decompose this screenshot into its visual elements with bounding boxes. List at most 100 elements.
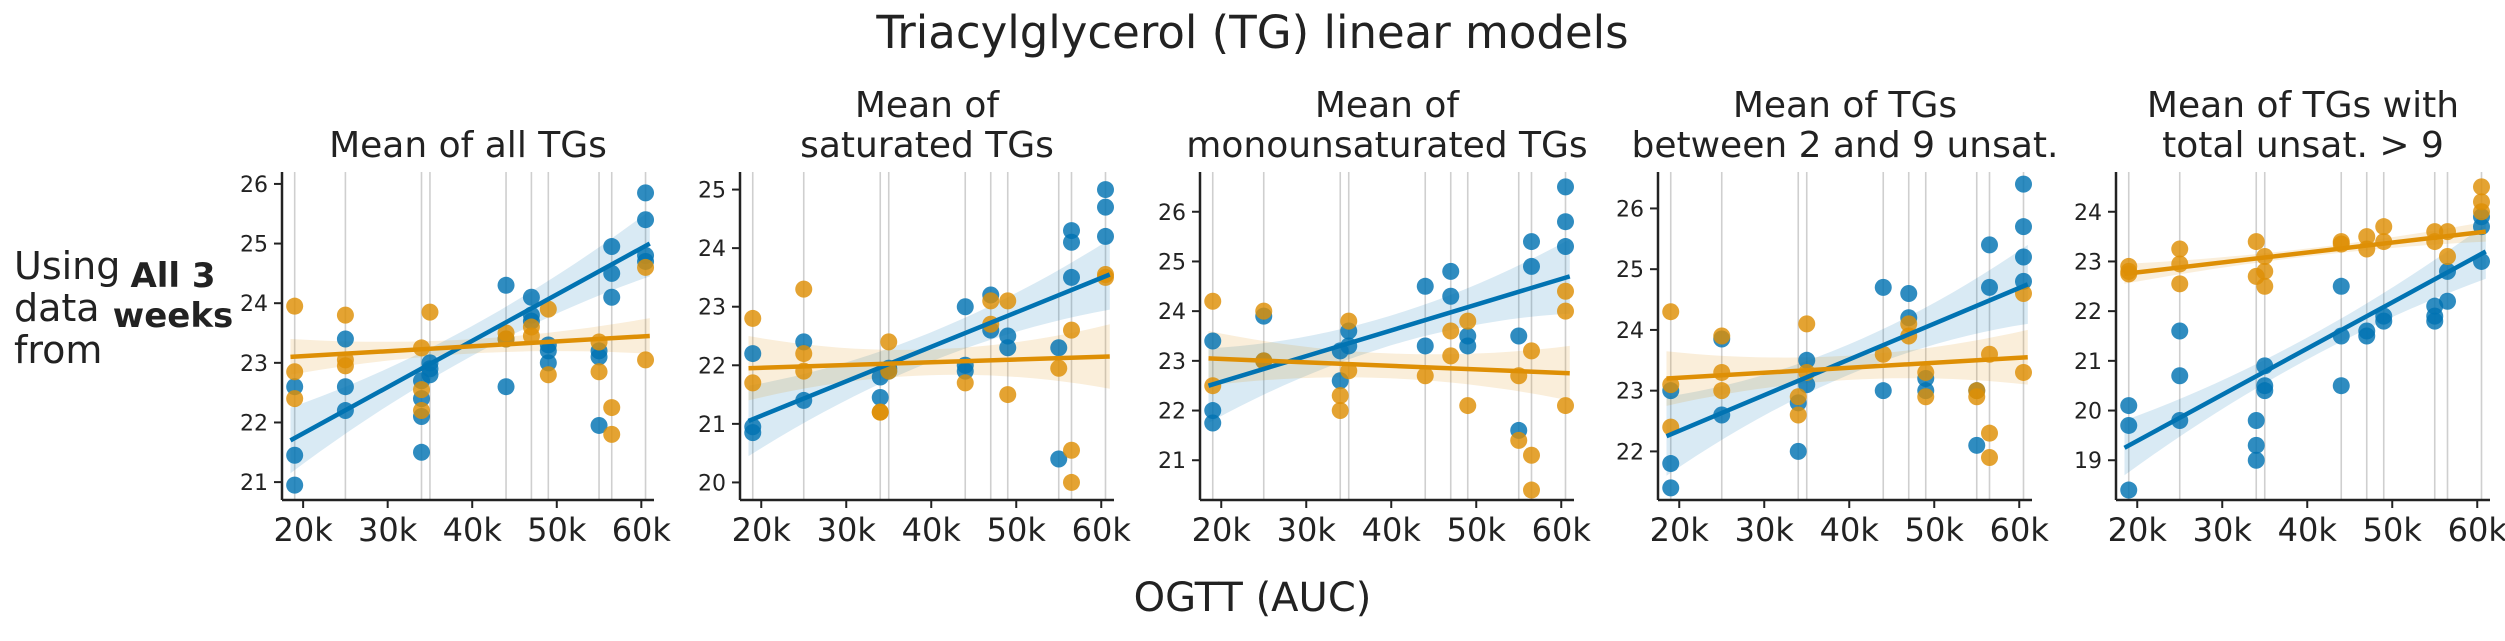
- orange-data-point: [1204, 292, 1222, 310]
- y-tick-label: 23: [698, 296, 726, 321]
- panel-title: Mean of TGs: [1733, 85, 1957, 126]
- row-label-line: from: [14, 328, 103, 372]
- blue-data-point: [871, 389, 889, 406]
- orange-data-point: [744, 309, 762, 327]
- blue-data-point: [2247, 436, 2265, 454]
- orange-data-point: [2171, 275, 2189, 293]
- blue-data-point: [1097, 181, 1114, 199]
- panel-title: Mean of TGs with: [2147, 85, 2459, 126]
- blue-regression-line: [747, 272, 1111, 424]
- blue-data-point: [1798, 351, 1816, 369]
- blue-data-point: [2247, 451, 2265, 469]
- orange-data-point: [1874, 345, 1892, 363]
- blue-data-point: [2015, 218, 2032, 236]
- orange-data-point: [1442, 347, 1460, 365]
- blue-data-point: [1874, 278, 1892, 296]
- blue-data-point: [603, 288, 621, 306]
- blue-regression-line: [1207, 274, 1571, 388]
- blue-data-point: [336, 330, 354, 348]
- orange-data-point: [999, 292, 1017, 310]
- orange-data-point: [1416, 367, 1434, 385]
- x-tick-label: 60k: [1990, 511, 2050, 549]
- y-tick-label: 24: [1158, 300, 1186, 325]
- panel-title: Mean of all TGs: [329, 125, 607, 166]
- orange-data-point: [1662, 376, 1680, 394]
- orange-regression-line: [1208, 356, 1570, 376]
- blue-data-point: [1204, 414, 1222, 432]
- x-tick-label: 60k: [2448, 511, 2505, 549]
- x-tick-label: 30k: [1735, 511, 1795, 549]
- row-label-line: data: [14, 286, 100, 330]
- blue-data-point: [956, 362, 974, 380]
- y-tick-label: 25: [698, 179, 726, 204]
- orange-data-point: [2247, 233, 2265, 251]
- y-tick-label: 25: [1158, 250, 1186, 275]
- orange-data-point: [1557, 302, 1574, 320]
- panel-title: Mean of: [1315, 85, 1461, 126]
- orange-data-point: [1968, 388, 1986, 406]
- panel-title: monounsaturated TGs: [1186, 125, 1587, 166]
- x-tick-label: 50k: [527, 511, 587, 549]
- blue-data-point: [2439, 292, 2456, 310]
- orange-data-point: [539, 300, 557, 318]
- blue-data-point: [603, 238, 621, 256]
- y-tick-label: 23: [1616, 380, 1644, 405]
- x-tick-label: 30k: [817, 511, 877, 549]
- orange-data-point: [2473, 178, 2490, 196]
- y-tick-label: 20: [698, 471, 726, 496]
- orange-data-point: [1713, 363, 1731, 381]
- blue-data-point: [744, 345, 762, 363]
- blue-data-point: [1874, 382, 1892, 400]
- blue-data-point: [497, 276, 515, 294]
- blue-data-point: [2358, 327, 2376, 345]
- blue-data-point: [1050, 339, 1068, 357]
- orange-data-point: [1713, 327, 1731, 345]
- y-tick-label: 22: [2074, 300, 2102, 325]
- blue-data-point: [1063, 222, 1080, 240]
- x-tick-label: 40k: [2278, 511, 2338, 549]
- blue-data-point: [1981, 236, 1998, 254]
- orange-data-point: [1917, 363, 1935, 381]
- orange-data-point: [421, 303, 439, 321]
- blue-data-point: [1204, 332, 1222, 350]
- blue-data-point: [1981, 278, 1998, 296]
- orange-data-point: [1331, 387, 1349, 405]
- orange-data-point: [1789, 388, 1807, 406]
- orange-data-point: [2256, 277, 2274, 295]
- blue-data-point: [1050, 450, 1068, 468]
- blue-data-point: [2375, 312, 2393, 330]
- orange-regression-line: [290, 333, 650, 360]
- blue-data-point: [2332, 377, 2350, 395]
- orange-data-point: [286, 390, 304, 408]
- y-tick-label: 24: [2074, 201, 2102, 226]
- blue-data-point: [1968, 436, 1986, 454]
- blue-data-point: [590, 416, 608, 434]
- y-tick-label: 25: [1616, 258, 1644, 283]
- blue-data-point: [637, 184, 655, 202]
- orange-data-point: [336, 306, 354, 324]
- x-tick-label: 20k: [1192, 511, 1252, 549]
- y-tick-label: 19: [2074, 449, 2102, 474]
- orange-data-point: [1557, 397, 1574, 415]
- x-tick-label: 40k: [1820, 511, 1880, 549]
- y-tick-label: 24: [698, 237, 726, 262]
- x-tick-label: 50k: [1905, 511, 1965, 549]
- blue-data-point: [637, 211, 655, 229]
- blue-data-point: [539, 354, 557, 372]
- y-tick-label: 23: [2074, 250, 2102, 275]
- row-label-bold: All 3 weeks: [110, 256, 236, 336]
- blue-data-point: [956, 298, 974, 316]
- blue-data-point: [1662, 479, 1680, 497]
- y-tick-label: 21: [1158, 449, 1186, 474]
- orange-data-point: [2256, 262, 2274, 280]
- y-tick-label: 25: [240, 233, 268, 258]
- orange-data-point: [795, 280, 813, 298]
- orange-data-point: [1523, 481, 1540, 499]
- orange-data-point: [1063, 321, 1080, 339]
- y-tick-label: 22: [1616, 440, 1644, 465]
- orange-data-point: [590, 363, 608, 381]
- orange-data-point: [522, 327, 540, 345]
- orange-data-point: [413, 381, 430, 399]
- orange-regression-line: [2124, 229, 2487, 277]
- orange-data-point: [1331, 402, 1349, 420]
